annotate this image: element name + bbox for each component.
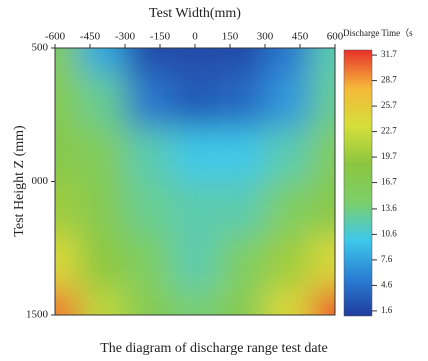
field-cell <box>171 234 219 289</box>
x-tick-label: 300 <box>257 31 274 43</box>
field-cell <box>171 288 219 315</box>
field-cell <box>265 288 312 315</box>
field-cell <box>55 181 79 235</box>
field-cell <box>218 48 265 75</box>
colorbar-tick-label: 4.6 <box>381 279 393 289</box>
x-tick-label: 0 <box>192 31 198 43</box>
x-tick-label: -150 <box>150 31 171 43</box>
field-cell <box>78 74 125 129</box>
field-cell <box>311 74 335 129</box>
y-axis-title: Test Height Z (mm) <box>12 125 27 237</box>
field <box>55 48 335 315</box>
x-tick-label: 150 <box>222 31 239 43</box>
field-cell <box>311 234 335 289</box>
caption: The diagram of discharge range test date <box>100 341 328 356</box>
field-cell <box>78 128 125 182</box>
field-cell <box>218 74 265 129</box>
field-cell <box>55 288 79 315</box>
field-cell <box>218 234 265 289</box>
y-tick-label: 500 <box>32 42 49 54</box>
field-cell <box>125 48 172 75</box>
colorbar-tick-label: 16.7 <box>381 177 397 187</box>
colorbar-tick-label: 22.7 <box>381 126 397 136</box>
x-axis-title: Test Width(mm) <box>149 6 241 21</box>
x-tick-label: -300 <box>115 31 136 43</box>
x-tick-label: 450 <box>292 31 309 43</box>
field-cell <box>218 288 265 315</box>
field-cell <box>171 181 219 235</box>
colorbar-tick-label: 7.6 <box>381 254 393 264</box>
field-cell <box>218 128 265 182</box>
field-cell <box>311 48 335 75</box>
field-cell <box>55 128 79 182</box>
colorbar-tick-label: 13.6 <box>381 203 397 213</box>
field-cell <box>78 288 125 315</box>
colorbar-tick-label: 19.7 <box>381 151 397 161</box>
colorbar-title: Discharge Time（s <box>343 28 413 38</box>
colorbar-tick-label: 10.6 <box>381 228 397 238</box>
field-cell <box>78 48 125 75</box>
x-tick-label: -600 <box>45 31 66 43</box>
field-cell <box>171 48 219 75</box>
field-clip <box>55 48 335 315</box>
field-cell <box>265 234 312 289</box>
field-cell <box>55 48 79 75</box>
field-cell <box>265 128 312 182</box>
y-tick-label: 1500 <box>26 309 49 321</box>
field-cell <box>171 128 219 182</box>
colorbar <box>343 49 373 317</box>
field-cell <box>311 181 335 235</box>
field-cell <box>125 288 172 315</box>
colorbar-tick-label: 1.6 <box>381 305 393 315</box>
field-cell <box>265 181 312 235</box>
field-cell <box>265 74 312 129</box>
field-cell <box>125 181 172 235</box>
colorbar-tick-label: 31.7 <box>381 49 397 59</box>
field-cell <box>218 181 265 235</box>
field-cell <box>125 74 172 129</box>
field-cell <box>311 128 335 182</box>
field-cell <box>78 181 125 235</box>
field-cell <box>78 234 125 289</box>
x-tick-label: -450 <box>80 31 101 43</box>
field-cell <box>125 128 172 182</box>
field-cell <box>265 48 312 75</box>
colorbar-tick-label: 25.7 <box>381 100 397 110</box>
y-tick-label: 000 <box>32 175 49 187</box>
colorbar-tick-label: 28.7 <box>381 75 397 85</box>
field-cell <box>55 74 79 129</box>
field-cell <box>55 234 79 289</box>
field-cell <box>311 288 335 315</box>
field-cell <box>171 74 219 129</box>
x-tick-label: 600 <box>327 31 344 43</box>
field-cell <box>125 234 172 289</box>
